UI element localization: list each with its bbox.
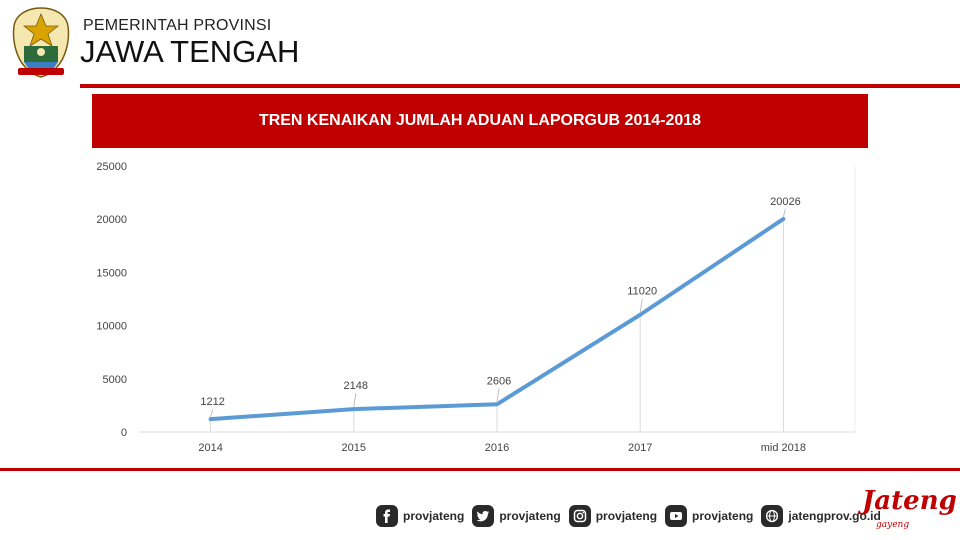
social-handle: provjateng xyxy=(595,509,658,523)
data-label-leader xyxy=(496,388,500,403)
x-tick-label: mid 2018 xyxy=(761,442,806,454)
social-handle: provjateng xyxy=(499,509,561,523)
drop-lines xyxy=(210,218,784,432)
y-tick-label: 10000 xyxy=(96,321,127,333)
y-tick-label: 20000 xyxy=(96,214,127,226)
instagram-icon xyxy=(568,505,591,527)
data-label-leader xyxy=(782,208,786,218)
data-label: 20026 xyxy=(770,196,801,208)
social-link-facebook[interactable]: provjateng xyxy=(376,505,464,527)
data-label-leader xyxy=(353,393,357,408)
social-handle: provjateng xyxy=(692,509,754,523)
data-labels: 1212 2148 2606 11020 20026 xyxy=(200,196,801,418)
header: PEMERINTAH PROVINSI JAWA TENGAH xyxy=(0,0,960,84)
data-label-leader xyxy=(210,408,214,418)
y-tick-label: 25000 xyxy=(96,161,127,173)
facebook-icon xyxy=(376,505,398,527)
social-handle: provjateng xyxy=(403,509,465,523)
y-tick-label: 5000 xyxy=(103,374,127,386)
chart-title: TREN KENAIKAN JUMLAH ADUAN LAPORGUB 2014… xyxy=(258,112,702,129)
youtube-icon xyxy=(665,505,688,527)
data-label: 1212 xyxy=(200,396,224,408)
data-label: 2148 xyxy=(344,380,368,392)
brand-tagline: gayeng xyxy=(876,520,910,530)
x-tick-label: 2015 xyxy=(342,442,366,454)
province-title: JAWA TENGAH xyxy=(80,34,300,69)
social-link-globe[interactable]: jatengprov.go.id xyxy=(761,505,881,527)
header-divider xyxy=(80,84,960,88)
social-link-youtube[interactable]: provjateng xyxy=(665,505,753,527)
globe-icon xyxy=(761,505,784,527)
x-tick-label: 2016 xyxy=(485,442,509,454)
series-line xyxy=(208,216,786,422)
y-axis: 0 5000 10000 15000 20000 25000 xyxy=(96,161,127,439)
x-axis: 2014 2015 2016 2017 mid 2018 xyxy=(198,442,806,454)
data-label: 11020 xyxy=(627,286,657,298)
chart-title-banner: TREN KENAIKAN JUMLAH ADUAN LAPORGUB 2014… xyxy=(92,94,868,148)
social-link-instagram[interactable]: provjateng xyxy=(568,505,658,527)
twitter-icon xyxy=(472,505,495,527)
y-tick-label: 15000 xyxy=(96,267,127,279)
data-label: 2606 xyxy=(487,375,511,387)
provincial-emblem xyxy=(12,7,70,78)
y-tick-label: 0 xyxy=(121,427,127,439)
government-subtitle: PEMERINTAH PROVINSI xyxy=(83,17,272,34)
social-link-twitter[interactable]: provjateng xyxy=(472,505,561,527)
x-tick-label: 2017 xyxy=(628,442,652,454)
brand-logo: Jateng xyxy=(862,486,957,516)
social-footer: provjateng provjateng provjateng provjateng… xyxy=(376,499,889,533)
social-handle: jatengprov.go.id xyxy=(788,509,881,523)
x-tick-label: 2014 xyxy=(198,442,222,454)
footer-divider xyxy=(0,468,960,471)
data-label-leader xyxy=(639,298,643,313)
